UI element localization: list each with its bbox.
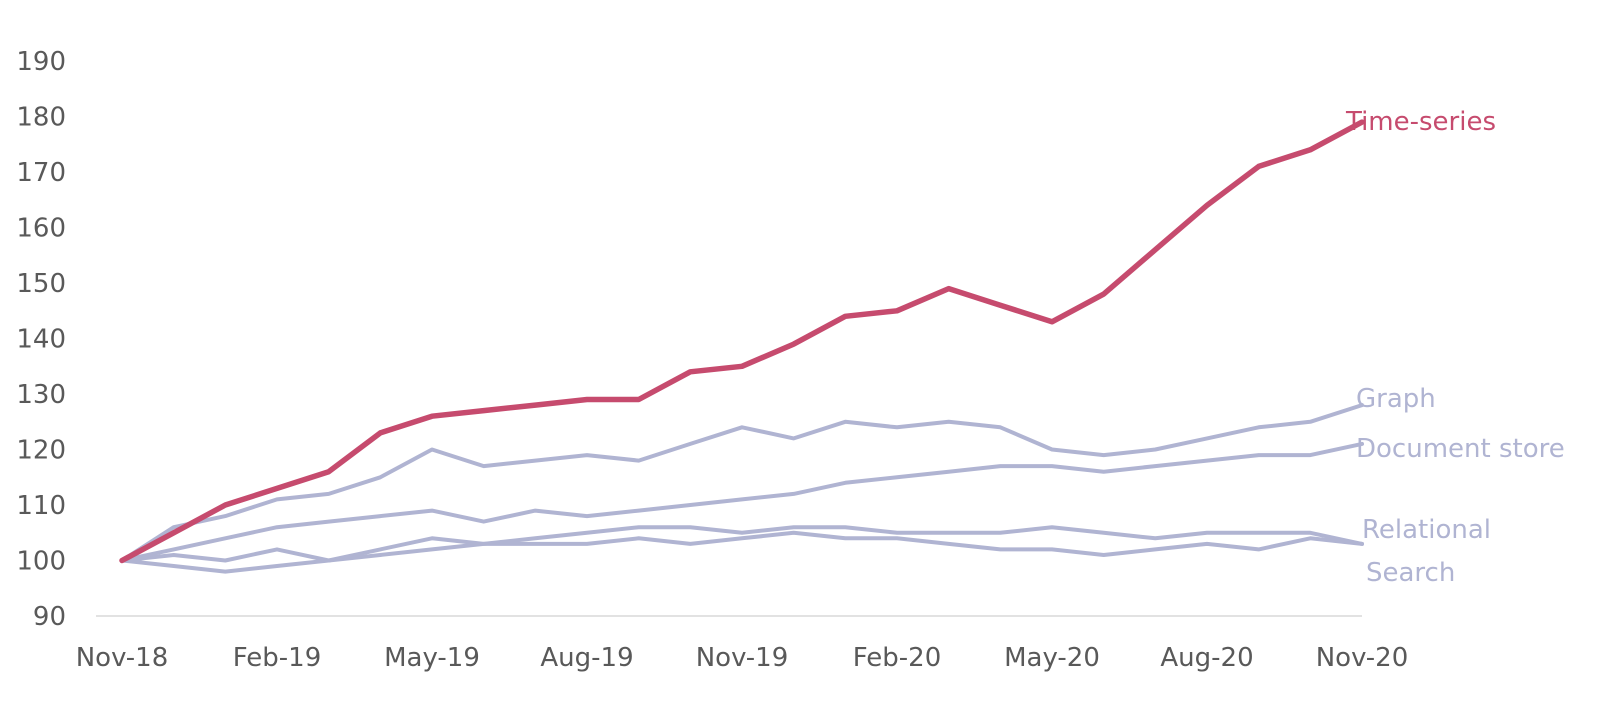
y-tick-label: 180 (16, 103, 66, 133)
series-lines (119, 119, 1365, 574)
x-tick-label: May-20 (1004, 643, 1100, 673)
series-line-relational (120, 530, 1364, 563)
y-tick-label: 170 (16, 158, 66, 188)
y-tick-label: 160 (16, 214, 66, 244)
y-tick-label: 100 (16, 547, 66, 577)
y-tick-label: 120 (16, 436, 66, 466)
y-tick-label: 190 (16, 47, 66, 77)
x-tick-label: May-19 (384, 643, 480, 673)
x-tick-label: Nov-18 (76, 643, 169, 673)
x-axis-tick-labels: Nov-18 Feb-19 May-19 Aug-19 Nov-19 Feb-20 May-… (76, 643, 1409, 673)
series-label-relational: Relational (1362, 515, 1491, 545)
series-label-document-store: Document store (1356, 434, 1565, 464)
series-line-time-series (119, 119, 1365, 564)
x-tick-label: Feb-20 (853, 643, 942, 673)
series-label-time-series: Time-series (1345, 107, 1496, 137)
series-line-document-store (120, 441, 1364, 563)
x-tick-label: Feb-19 (233, 643, 322, 673)
series-labels: Time-series Graph Document store Relational… (1345, 107, 1565, 588)
y-tick-label: 140 (16, 325, 66, 355)
x-tick-label: Nov-20 (1316, 643, 1409, 673)
y-tick-label: 110 (16, 491, 66, 521)
series-label-graph: Graph (1356, 384, 1436, 414)
x-tick-label: Aug-20 (1160, 643, 1253, 673)
series-line-search (120, 525, 1364, 574)
y-tick-label: 90 (33, 602, 66, 632)
y-tick-label: 130 (16, 380, 66, 410)
y-axis-tick-labels: 90 100 110 120 130 140 150 160 170 180 190 (16, 47, 66, 632)
series-label-search: Search (1366, 558, 1455, 588)
x-tick-label: Nov-19 (696, 643, 789, 673)
x-tick-label: Aug-19 (540, 643, 633, 673)
series-line-graph (120, 403, 1364, 563)
y-tick-label: 150 (16, 269, 66, 299)
